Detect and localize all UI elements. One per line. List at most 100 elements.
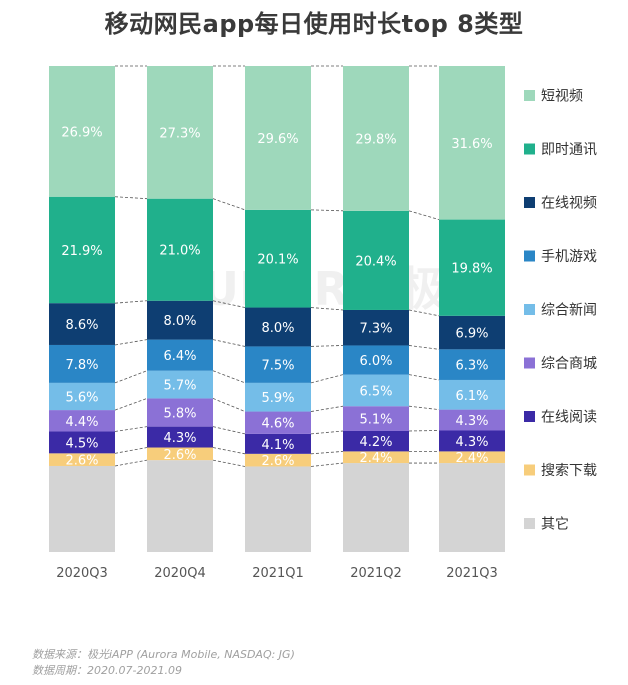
- chart-title: 移动网民app每日使用时长top 8类型: [104, 10, 524, 38]
- bar-segment-2021Q1-2: [245, 433, 311, 454]
- value-label-2021Q1-5: 7.5%: [261, 359, 294, 374]
- value-label-2021Q2-8: 29.8%: [355, 132, 396, 147]
- value-label-2020Q3-8: 26.9%: [61, 125, 102, 140]
- bar-segment-2021Q2-5: [343, 345, 409, 375]
- bar-segment-2020Q3-6: [49, 303, 115, 345]
- value-label-2020Q3-7: 21.9%: [61, 244, 102, 259]
- x-tick-label-2021Q1: 2021Q1: [252, 566, 304, 581]
- bar-segment-2021Q2-2: [343, 430, 409, 452]
- value-label-2021Q2-3: 5.1%: [359, 413, 392, 428]
- bar-segment-2021Q3-6: [439, 315, 505, 350]
- value-label-2020Q3-6: 8.6%: [65, 318, 98, 333]
- bar-segment-2021Q3-5: [439, 349, 505, 380]
- value-label-2021Q2-7: 20.4%: [355, 254, 396, 269]
- value-label-2021Q2-1: 2.4%: [359, 451, 392, 466]
- bar-segment-2021Q3-0: [439, 463, 505, 552]
- bar-segment-2020Q4-2: [147, 426, 213, 448]
- value-label-2021Q2-5: 6.0%: [359, 354, 392, 369]
- connector-3-4: [408, 374, 440, 381]
- connector-2-3: [310, 405, 344, 412]
- bar-segment-2021Q2-8: [343, 66, 409, 211]
- x-axis-labels: 2020Q3 2020Q4 2021Q1 2021Q2 2021Q3: [56, 566, 498, 581]
- connector-2-0: [310, 462, 344, 467]
- bar-segment-2021Q1-6: [245, 307, 311, 347]
- bar-segment-2021Q1-4: [245, 382, 311, 412]
- legend-label-8: 其它: [541, 516, 569, 533]
- watermark: AURORA 极光: [167, 262, 492, 316]
- connector-0-0: [114, 459, 148, 467]
- legend-swatch-0: [524, 90, 535, 101]
- connector-1-5: [212, 339, 246, 347]
- bar-segment-2020Q4-4: [147, 370, 213, 399]
- legend-label-4: 综合新闻: [541, 303, 597, 319]
- legend-swatch-4: [524, 304, 535, 315]
- value-label-2020Q4-5: 6.4%: [163, 349, 196, 364]
- bar-segment-2020Q4-0: [147, 460, 213, 552]
- bar-segment-2021Q3-7: [439, 219, 505, 316]
- legend-swatch-6: [524, 411, 535, 422]
- bar-segment-2021Q2-1: [343, 451, 409, 464]
- value-label-2021Q2-4: 6.5%: [359, 384, 392, 399]
- connector-0-2: [114, 426, 148, 432]
- bar-segment-2021Q1-5: [245, 346, 311, 383]
- value-label-2020Q3-3: 4.4%: [65, 415, 98, 430]
- connector-0-1: [114, 447, 148, 454]
- connector-0-5: [114, 339, 148, 346]
- bar-segment-2021Q2-6: [343, 309, 409, 346]
- dashed-connectors: [114, 65, 440, 467]
- value-label-2020Q4-8: 27.3%: [159, 126, 200, 141]
- value-label-2021Q2-6: 7.3%: [359, 322, 392, 337]
- legend-label-3: 手机游戏: [541, 249, 597, 265]
- value-label-2020Q3-1: 2.6%: [65, 454, 98, 469]
- value-label-2020Q3-4: 5.6%: [65, 390, 98, 405]
- value-label-2021Q3-8: 31.6%: [451, 137, 492, 152]
- value-label-2020Q3-5: 7.8%: [65, 358, 98, 373]
- bars-layer: [49, 66, 505, 552]
- legend-label-5: 综合商城: [541, 356, 597, 372]
- bar-segment-2020Q4-8: [147, 66, 213, 199]
- value-label-2021Q1-4: 5.9%: [261, 391, 294, 406]
- bar-segment-2021Q2-4: [343, 374, 409, 407]
- connector-2-4: [310, 374, 344, 384]
- value-label-2021Q3-5: 6.3%: [455, 359, 488, 374]
- value-label-2021Q3-1: 2.4%: [455, 451, 488, 466]
- x-tick-label-2021Q3: 2021Q3: [446, 566, 498, 581]
- legend-label-7: 搜索下载: [541, 462, 597, 479]
- value-label-2021Q1-8: 29.6%: [257, 132, 298, 147]
- value-label-2020Q4-6: 8.0%: [163, 314, 196, 329]
- bar-segment-2021Q1-3: [245, 411, 311, 434]
- legend-label-2: 在线视频: [541, 196, 597, 212]
- value-label-2021Q3-6: 6.9%: [455, 327, 488, 342]
- value-label-2020Q4-1: 2.6%: [163, 448, 196, 463]
- bar-segment-2020Q3-5: [49, 344, 115, 383]
- connector-3-3: [408, 405, 440, 410]
- value-label-2020Q4-3: 5.8%: [163, 407, 196, 422]
- bar-segment-2021Q1-1: [245, 453, 311, 467]
- bar-segment-2021Q3-2: [439, 430, 505, 452]
- value-label-2021Q1-1: 2.6%: [261, 454, 294, 469]
- x-tick-label-2020Q3: 2020Q3: [56, 566, 108, 581]
- connector-0-3: [114, 398, 148, 411]
- x-tick-label-2020Q4: 2020Q4: [154, 566, 206, 581]
- connector-2-6: [310, 307, 344, 311]
- bar-segment-2021Q2-7: [343, 210, 409, 310]
- bar-segment-2020Q3-2: [49, 431, 115, 454]
- bar-segment-2021Q3-8: [439, 66, 505, 220]
- bar-segment-2021Q3-4: [439, 379, 505, 410]
- bar-segment-2020Q4-1: [147, 447, 213, 461]
- value-label-2020Q3-2: 4.5%: [65, 436, 98, 451]
- value-label-2020Q4-7: 21.0%: [159, 244, 200, 259]
- connector-1-7: [212, 198, 246, 211]
- value-label-2020Q4-2: 4.3%: [163, 431, 196, 446]
- bar-segment-2021Q1-8: [245, 66, 311, 210]
- connector-3-5: [408, 345, 440, 350]
- bar-segment-2020Q3-1: [49, 453, 115, 466]
- bar-segment-2021Q1-7: [245, 209, 311, 308]
- value-label-2021Q2-2: 4.2%: [359, 435, 392, 450]
- value-label-2021Q3-2: 4.3%: [455, 435, 488, 450]
- value-label-2021Q3-4: 6.1%: [455, 389, 488, 404]
- connector-2-7: [310, 209, 344, 212]
- connector-1-6: [212, 300, 246, 308]
- value-label-2021Q1-6: 8.0%: [261, 321, 294, 336]
- connector-1-2: [212, 426, 246, 435]
